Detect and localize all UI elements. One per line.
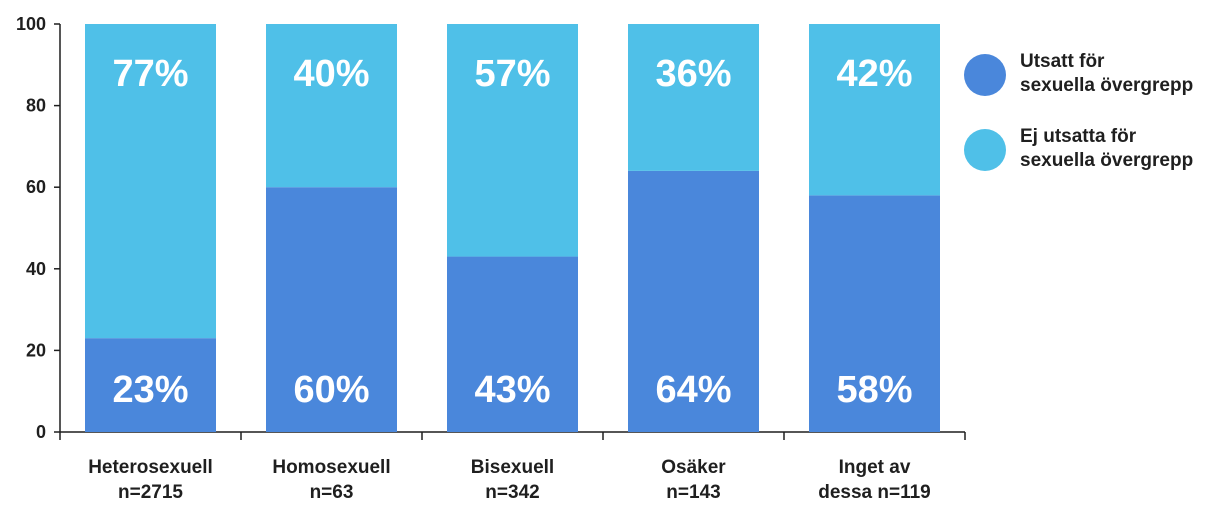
bar-segment-ej-utsatt xyxy=(447,24,578,257)
bar-value-label: 58% xyxy=(836,369,912,411)
y-tick-label: 20 xyxy=(26,340,46,360)
legend-label: Utsatt för xyxy=(1020,51,1105,72)
category-label: n=2715 xyxy=(118,482,183,503)
category-label: Osäker xyxy=(661,457,726,478)
bar-segment-utsatt xyxy=(809,195,940,432)
category-label: Bisexuell xyxy=(471,457,554,478)
bar-segment-utsatt xyxy=(266,187,397,432)
bar-value-label: 43% xyxy=(474,369,550,411)
legend-label: sexuella övergrepp xyxy=(1020,75,1193,96)
legend-swatch xyxy=(964,129,1006,171)
bar-value-label: 60% xyxy=(293,369,369,411)
bar-segment-ej-utsatt xyxy=(809,24,940,196)
bar-segment-ej-utsatt xyxy=(266,24,397,188)
bar-value-label: 40% xyxy=(293,53,369,95)
y-tick-label: 0 xyxy=(36,422,46,442)
bar-value-label: 64% xyxy=(655,369,731,411)
bar-segment-ej-utsatt xyxy=(85,24,216,339)
bar-value-label: 77% xyxy=(112,53,188,95)
category-label: n=143 xyxy=(666,482,720,503)
y-tick-label: 60 xyxy=(26,177,46,197)
legend: Utsatt för sexuella övergrepp Ej utsatta f… xyxy=(964,51,1193,171)
bar-segment-utsatt xyxy=(85,338,216,432)
category-label: Inget av xyxy=(839,457,911,478)
bar-segment-ej-utsatt xyxy=(628,24,759,171)
bar-value-label: 23% xyxy=(112,369,188,411)
bar-value-label: 42% xyxy=(836,53,912,95)
y-tick-label: 100 xyxy=(16,14,46,34)
bar-value-label: 57% xyxy=(474,53,550,95)
bar-labels: 23% 77% 60% 40% 43% 57% 64% 36% 58% 42% xyxy=(112,53,912,411)
category-label: n=63 xyxy=(310,482,354,503)
bar-value-label: 36% xyxy=(655,53,731,95)
bar-segment-utsatt xyxy=(447,256,578,432)
category-labels: Heterosexuell n=2715 Homosexuell n=63 Bisexu… xyxy=(88,457,931,503)
category-label: n=342 xyxy=(485,482,539,503)
bars xyxy=(85,24,940,432)
bar-segment-utsatt xyxy=(628,170,759,432)
legend-label: sexuella övergrepp xyxy=(1020,150,1193,171)
category-label: dessa n=119 xyxy=(818,482,931,503)
category-label: Heterosexuell xyxy=(88,457,213,478)
legend-swatch xyxy=(964,54,1006,96)
y-tick-label: 80 xyxy=(26,96,46,116)
y-tick-label: 40 xyxy=(26,259,46,279)
category-label: Homosexuell xyxy=(272,457,390,478)
legend-label: Ej utsatta för xyxy=(1020,126,1137,147)
